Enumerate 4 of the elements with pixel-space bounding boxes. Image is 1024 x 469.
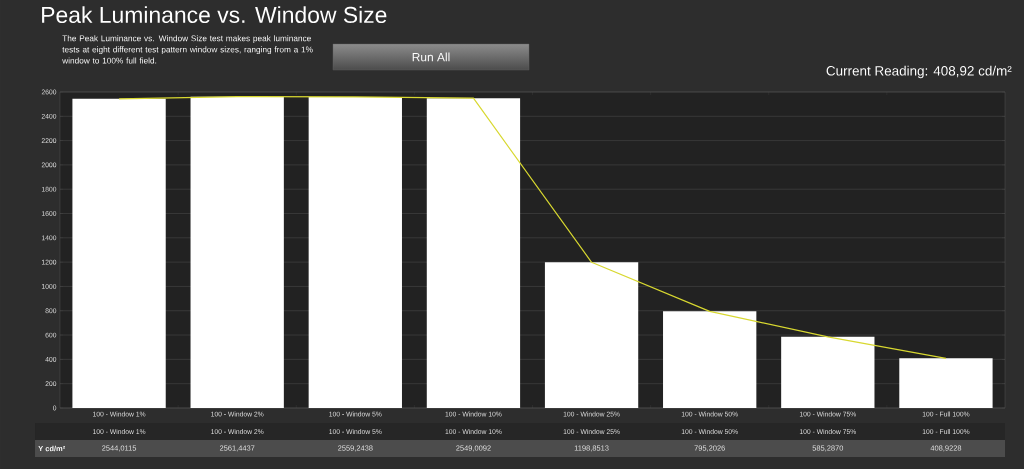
text: Current Reading: 408,92 cd/m² — [826, 65, 1012, 79]
chart-title: Peak Luminance vs. Window Size — [42, 6, 387, 24]
text: Run All — [412, 52, 450, 62]
chart-subtitle: The Peak Luminance vs. Window Size test makes peak luminance tests at eight different test pattern window sizes, ranging from a 1% window to 100% full field. — [62, 35, 313, 64]
